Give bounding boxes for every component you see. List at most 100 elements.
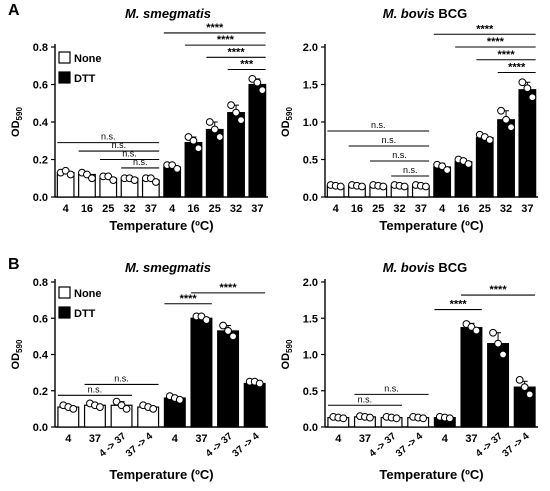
- chart1-data-point-4-2: [421, 182, 430, 191]
- chart1-data-point-9-0: [518, 78, 527, 87]
- chart1-y-tick-label: 2.0: [303, 42, 318, 54]
- chart3-data-point-7-1: [520, 383, 529, 392]
- chart3-data-point-5-2: [472, 326, 481, 335]
- chart0-data-point-7-2: [215, 133, 224, 141]
- chart2-data-point-3-2: [149, 404, 158, 413]
- chart0-data-point-9-2: [258, 86, 267, 95]
- chart1-data-point-8-2: [507, 123, 515, 132]
- chart2-y-label-sub: 590: [15, 339, 24, 353]
- chart3-sig-label-3: ****: [490, 284, 508, 296]
- chart3-data-point-4-2: [445, 414, 454, 423]
- chart3-sig-label-2: ****: [450, 299, 468, 311]
- chart1-data-point-3-2: [400, 182, 409, 191]
- chart1-data-point-7-2: [485, 136, 494, 144]
- chart0-y-tick-label: 0.6: [33, 80, 48, 92]
- chart3-y-label: OD590: [280, 339, 294, 369]
- chart2-x-tick-label-1: 37: [89, 433, 101, 445]
- chart0-x-axis-title: Temperature (ºC): [109, 218, 213, 233]
- chart3-title: M. bovis BCG: [383, 260, 468, 275]
- chart2-data-point-2-2: [122, 404, 131, 413]
- chart3-data-point-1-2: [366, 413, 374, 422]
- chart1-x-tick-label-5: 4: [439, 203, 446, 215]
- chart2-y-tick-label: 0.0: [33, 422, 48, 434]
- chart2-legend-label-none: None: [74, 288, 102, 300]
- chart0-legend-label-dtt: DTT: [74, 73, 96, 85]
- chart0-x-tick-label-5: 4: [169, 203, 176, 215]
- chart3-x-tick-label-2: 4 -> 37: [367, 431, 398, 460]
- chart0-x-tick-label-7: 25: [209, 203, 221, 215]
- chart1-data-point-0-2: [336, 182, 345, 191]
- chart3-y-tick-label: 0.0: [303, 422, 318, 434]
- chart2-data-point-6-0: [219, 321, 227, 330]
- chart1-data-point-2-2: [379, 182, 388, 191]
- chart1-y-tick-label: 1.0: [303, 117, 318, 129]
- chart2-data-point-5-2: [202, 316, 211, 324]
- panel-letter-a: A: [8, 2, 20, 19]
- chart0-sig-label-7: ***: [240, 59, 254, 71]
- chart2-y-label-main: OD: [10, 353, 22, 370]
- chart1-data-point-8-1: [502, 115, 510, 124]
- chart3-data-point-7-0: [515, 375, 524, 384]
- chart0-y-tick-label: 0.0: [33, 192, 48, 204]
- chart0-sig-label-2: n.s.: [122, 149, 137, 159]
- chart0-data-point-6-2: [194, 144, 203, 153]
- chart1-y-tick-label: 0.0: [303, 192, 318, 204]
- chart1-sig-label-1: n.s.: [382, 135, 397, 145]
- chart0-sig-label-6: ****: [227, 46, 245, 58]
- chart0-legend-label-none: None: [74, 53, 102, 65]
- chart2-x-tick-label-4: 4: [172, 433, 179, 445]
- chart2-sig-label-3: ****: [220, 282, 238, 294]
- chart3-y-label-main: OD: [280, 353, 292, 370]
- chart0-y-tick-label: 0.4: [33, 117, 49, 129]
- chart0-sig-label-4: ****: [206, 22, 224, 34]
- chart2-x-tick-label-0: 4: [65, 433, 72, 445]
- chart3-bar-5: [460, 327, 483, 428]
- chart2-bar-5: [190, 317, 213, 428]
- chart3-y-tick-label: 0.5: [303, 386, 318, 398]
- chart2-y-tick-label: 0.6: [33, 313, 48, 325]
- chart3-data-point-2-2: [392, 414, 401, 423]
- chart1-sig-label-6: ****: [497, 49, 515, 61]
- chart0-data-point-3-2: [130, 176, 139, 185]
- chart2-y-tick-label: 0.2: [33, 386, 48, 398]
- chart0-legend-swatch-dtt: [58, 71, 71, 84]
- chart3-x-axis-title: Temperature (ºC): [379, 467, 483, 482]
- chart3-data-point-0-2: [339, 414, 348, 423]
- chart1-data-point-9-2: [528, 93, 537, 102]
- chart0-sig-label-5: ****: [217, 34, 235, 46]
- chart2-data-point-6-1: [224, 327, 232, 335]
- chart3-x-tick-label-1: 37: [359, 433, 371, 445]
- chart1-data-point-1-2: [358, 182, 366, 191]
- chart2-title-italic: M. smegmatis: [125, 260, 211, 275]
- chart1-y-tick-label: 1.5: [303, 80, 318, 92]
- panel-letter-b: B: [8, 256, 20, 273]
- chart2-x-tick-label-2: 4 -> 37: [97, 431, 128, 460]
- chart2-sig-label-2: ****: [180, 293, 198, 305]
- chart0-x-tick-label-4: 37: [145, 203, 157, 215]
- chart2-x-axis-title: Temperature (ºC): [109, 467, 213, 482]
- chart0-bar-8: [227, 112, 245, 198]
- chart0-sig-label-3: n.s.: [133, 157, 148, 167]
- chart1-x-tick-label-2: 25: [372, 203, 384, 215]
- chart0-data-point-2-2: [109, 176, 118, 185]
- chart2-legend-label-dtt: DTT: [74, 308, 96, 320]
- chart1-title: M. bovis BCG: [383, 6, 468, 21]
- chart1-bar-9: [518, 89, 537, 198]
- chart0-y-label-sub: 590: [15, 107, 24, 121]
- chart1-x-tick-label-6: 16: [457, 203, 469, 215]
- chart0-y-label-main: OD: [10, 120, 22, 137]
- chart2-title: M. smegmatis: [125, 260, 211, 275]
- chart2-y-tick-label: 0.8: [33, 277, 48, 289]
- chart1-x-tick-label-9: 37: [521, 203, 533, 215]
- chart0-x-tick-label-3: 32: [123, 203, 135, 215]
- chart0-x-tick-label-6: 16: [187, 203, 199, 215]
- chart1-sig-label-2: n.s.: [392, 150, 407, 160]
- chart1-data-point-5-2: [443, 166, 452, 174]
- chart2-legend-swatch-none: [58, 286, 71, 299]
- chart2-y-label: OD590: [10, 339, 24, 369]
- chart0-y-label: OD590: [10, 107, 24, 137]
- chart0-legend-swatch-none: [58, 51, 71, 64]
- chart1-data-point-9-1: [523, 84, 532, 93]
- chart0-x-tick-label-1: 16: [81, 203, 93, 215]
- chart0-data-point-7-0: [205, 118, 214, 126]
